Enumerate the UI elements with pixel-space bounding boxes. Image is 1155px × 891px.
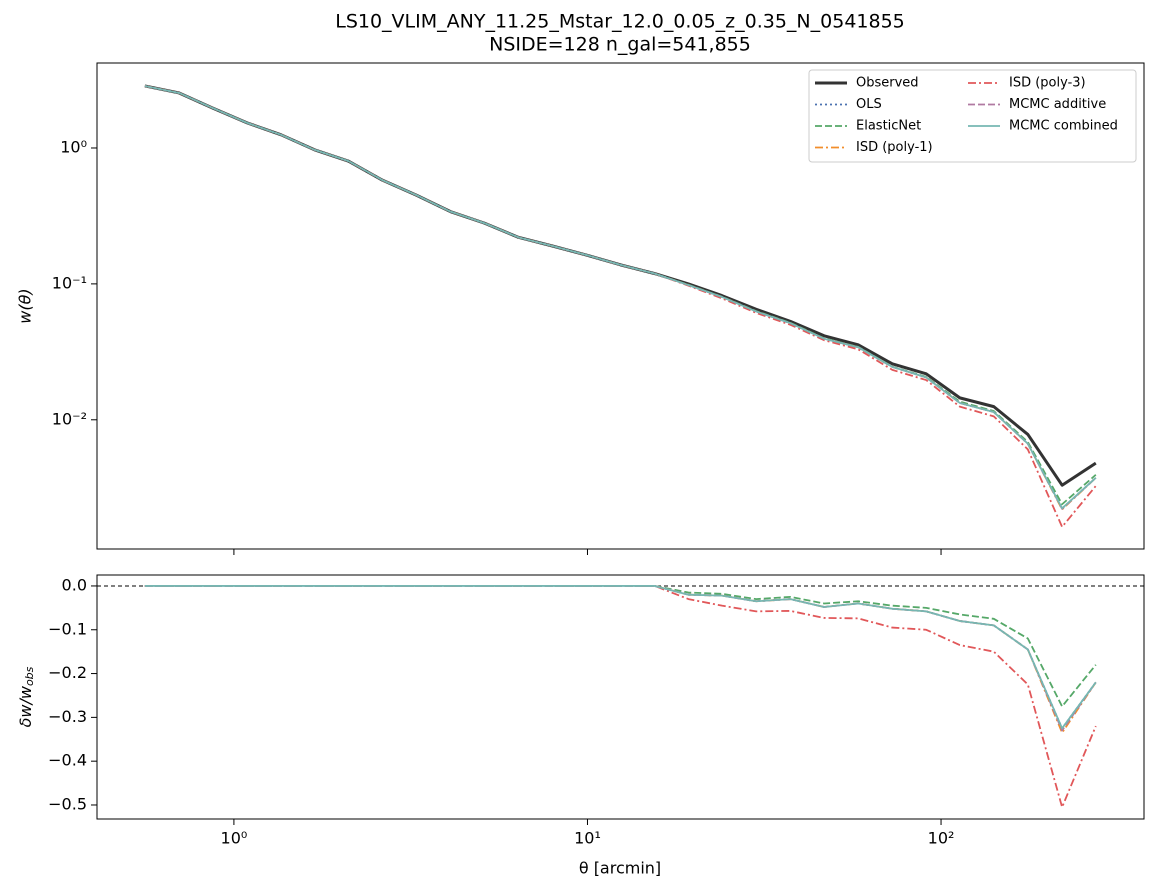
legend-box (808, 69, 1137, 163)
legend-label: MCMC additive (1009, 97, 1106, 112)
y-tick-label: 10⁻² (52, 409, 87, 428)
y-tick-label: 0.0 (62, 575, 87, 594)
data-line (144, 585, 1097, 730)
legend-label: OLS (856, 97, 882, 112)
x-tick-label: 10¹ (574, 829, 601, 848)
y-tick-label: −0.2 (48, 663, 87, 682)
legend-label: MCMC combined (1009, 119, 1118, 134)
x-tick-label: 10² (928, 829, 955, 848)
x-axis-label: θ [arcmin] (579, 859, 661, 878)
legend-label: ElasticNet (856, 119, 921, 134)
y-axis-label: δw/wobs (16, 666, 37, 727)
y-tick-label: −0.1 (48, 619, 87, 638)
y-tick-label: −0.4 (48, 751, 87, 770)
y-axis-label: w(θ) (16, 288, 35, 323)
plot-area (97, 575, 1144, 819)
plot-frame (96, 574, 1145, 820)
y-tick-label: 10⁰ (60, 137, 87, 156)
chart-title: LS10_VLIM_ANY_11.25_Mstar_12.0_0.05_z_0.… (335, 11, 905, 33)
x-tick-label: 10⁰ (221, 829, 248, 848)
y-axis-label-main: δw/w (16, 685, 35, 727)
y-tick-label: −0.5 (48, 794, 87, 813)
plot-frame (96, 62, 1145, 550)
y-tick-label: −0.3 (48, 707, 87, 726)
chart-subtitle: NSIDE=128 n_gal=541,855 (489, 34, 751, 56)
y-axis-label-sub: obs (23, 666, 36, 686)
y-tick-label: 10⁻¹ (52, 273, 87, 292)
data-line (144, 85, 1097, 528)
legend-label: Observed (856, 76, 919, 91)
data-line (144, 85, 1097, 510)
legend-label: ISD (poly-1) (856, 140, 933, 155)
legend-label: ISD (poly-3) (1009, 76, 1086, 91)
